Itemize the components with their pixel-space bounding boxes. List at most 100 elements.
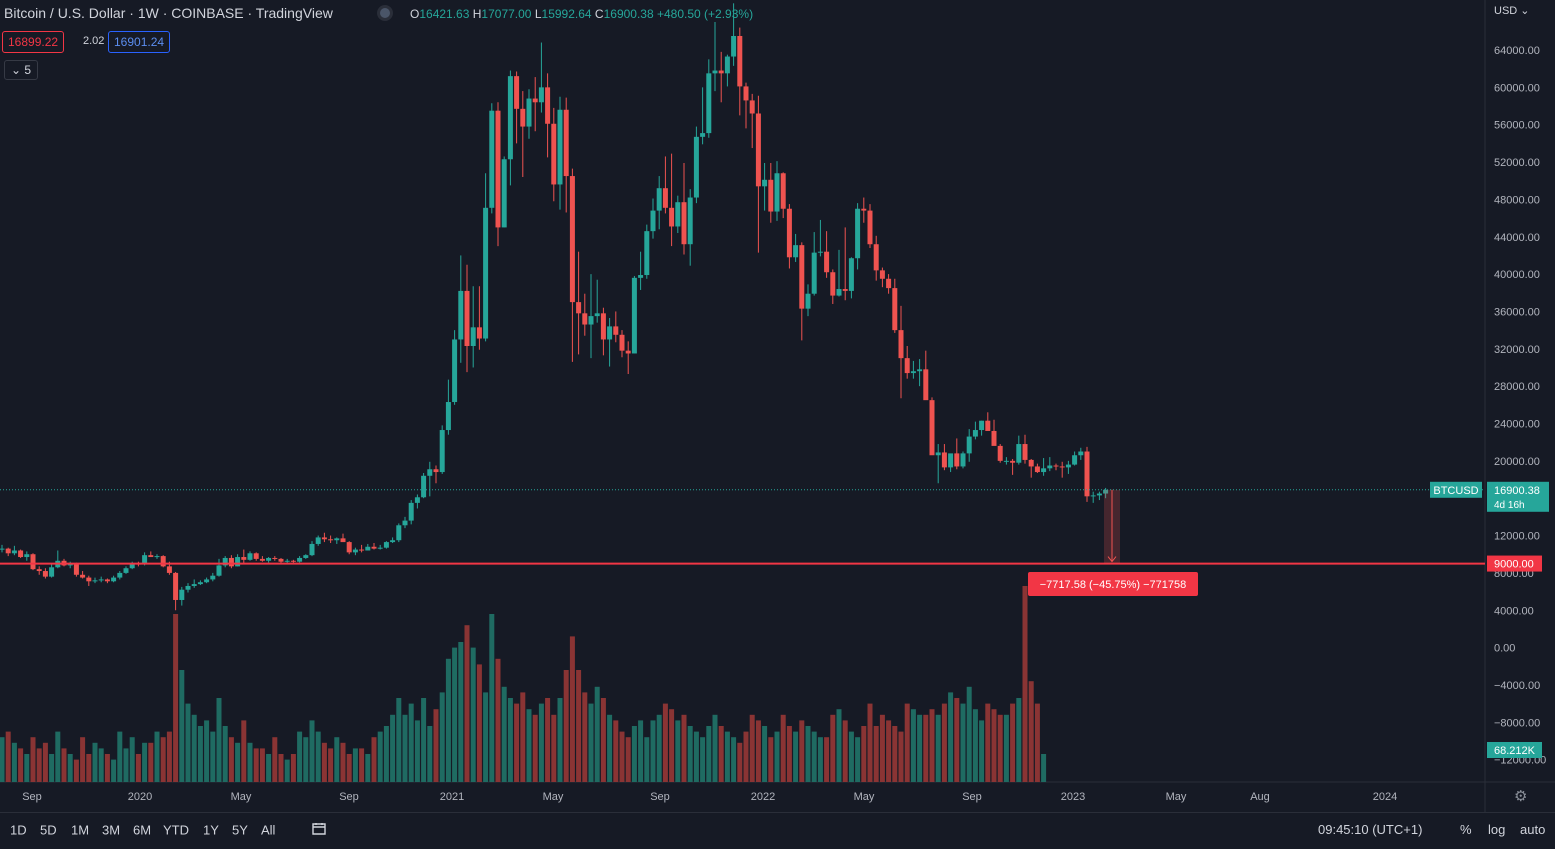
candle-body xyxy=(24,554,30,558)
timeframe-button-5d[interactable]: 5D xyxy=(40,822,57,838)
timeframe-button-all[interactable]: All xyxy=(261,822,276,838)
auto-scale-button[interactable]: auto xyxy=(1520,822,1546,837)
timeframe-button-5y[interactable]: 5Y xyxy=(232,822,248,838)
volume-bar xyxy=(563,670,569,782)
buy-price-button[interactable]: 16901.24 xyxy=(108,31,171,53)
volume-bar xyxy=(731,737,737,782)
candle-body xyxy=(935,452,941,456)
candle-body xyxy=(402,520,408,526)
candle-body xyxy=(793,245,799,258)
candle-body xyxy=(179,589,185,600)
volume-bar xyxy=(315,731,321,782)
candle-body xyxy=(266,557,272,561)
volume-bar xyxy=(334,737,340,782)
symbol-tag: BTCUSD xyxy=(1433,485,1478,497)
gear-icon[interactable]: ⚙ xyxy=(1514,788,1528,805)
volume-bar xyxy=(948,692,954,782)
volume-badge xyxy=(1487,742,1542,758)
volume-bar xyxy=(377,731,383,782)
timeframe-button-ytd[interactable]: YTD xyxy=(163,822,189,838)
volume-bar xyxy=(489,614,495,782)
candle-body xyxy=(452,339,458,403)
time-tick-label: Sep xyxy=(962,791,982,803)
price-tick-label: 28000.00 xyxy=(1494,381,1540,393)
candle-body xyxy=(241,557,247,560)
candle-body xyxy=(619,334,625,351)
time-tick-label: 2022 xyxy=(751,791,775,803)
volume-bar xyxy=(11,742,17,782)
time-tick-label: May xyxy=(543,791,564,803)
volume-bar xyxy=(173,614,179,782)
candle-body xyxy=(297,557,303,562)
candle-body xyxy=(879,270,885,279)
price-tick-label: −4000.00 xyxy=(1494,680,1540,692)
volume-bar xyxy=(216,698,222,782)
candle-body xyxy=(842,289,848,291)
candle-body xyxy=(123,568,129,573)
candle-body xyxy=(892,288,898,331)
volume-bar xyxy=(1041,754,1047,782)
volume-bar xyxy=(749,714,755,782)
percent-scale-button[interactable]: % xyxy=(1460,822,1472,837)
candle-body xyxy=(154,556,160,558)
timeframe-button-6m[interactable]: 6M xyxy=(133,822,152,838)
sell-price-button[interactable]: 16899.22 xyxy=(2,31,65,53)
volume-bar xyxy=(414,720,420,782)
volume-bar xyxy=(439,692,445,782)
timeframe-button-3m[interactable]: 3M xyxy=(102,822,121,838)
volume-bar xyxy=(67,754,73,782)
volume-bar xyxy=(470,647,476,782)
volume-bar xyxy=(24,754,30,782)
indicators-toggle-button[interactable]: ⌄ 5 xyxy=(4,60,39,80)
time-tick-label: Sep xyxy=(339,791,359,803)
candle-body xyxy=(526,98,532,127)
volume-bar xyxy=(842,720,848,782)
candle-body xyxy=(799,245,805,309)
volume-bar xyxy=(576,670,582,782)
volume-bar xyxy=(954,698,960,782)
volume-bar xyxy=(960,703,966,782)
time-tick-label: 2021 xyxy=(440,791,464,803)
candle-body xyxy=(98,579,104,581)
timeframe-button-1d[interactable]: 1D xyxy=(10,822,27,838)
volume-bar xyxy=(340,742,346,782)
volume-bar xyxy=(917,714,923,782)
volume-bar xyxy=(557,698,563,782)
price-tick-label: 52000.00 xyxy=(1494,157,1540,169)
volume-bar xyxy=(427,726,433,782)
candle-body xyxy=(737,35,743,87)
candle-body xyxy=(873,244,879,271)
candle-body xyxy=(197,582,203,585)
candle-body xyxy=(365,546,371,551)
candle-body xyxy=(321,537,327,540)
volume-bar xyxy=(805,726,811,782)
candle-body xyxy=(501,159,507,228)
currency-select[interactable]: USD ⌄ xyxy=(1494,4,1530,17)
volume-bar xyxy=(476,664,482,782)
price-tick-label: −8000.00 xyxy=(1494,717,1540,729)
timeframe-button-1y[interactable]: 1Y xyxy=(203,822,219,838)
candle-body xyxy=(997,445,1003,461)
volume-bar xyxy=(892,726,898,782)
candle-body xyxy=(662,188,668,208)
volume-bar xyxy=(445,658,451,782)
volume-bar xyxy=(532,714,538,782)
volume-bar xyxy=(222,726,228,782)
volume-bar xyxy=(464,625,470,782)
volume-bar xyxy=(247,742,253,782)
time-tick-label: 2023 xyxy=(1061,791,1085,803)
timeframe-button-1m[interactable]: 1M xyxy=(71,822,90,838)
candle-body xyxy=(166,566,172,573)
candle-body xyxy=(222,557,228,566)
volume-bar xyxy=(179,670,185,782)
candle-body xyxy=(278,558,284,562)
log-scale-button[interactable]: log xyxy=(1488,822,1506,837)
volume-bar xyxy=(228,737,234,782)
volume-bar xyxy=(1016,698,1022,782)
candle-body xyxy=(1078,451,1084,456)
candle-body xyxy=(960,453,966,467)
volume-bar xyxy=(129,737,135,782)
volume-bar xyxy=(780,714,786,782)
go-to-date-icon[interactable] xyxy=(311,822,327,836)
